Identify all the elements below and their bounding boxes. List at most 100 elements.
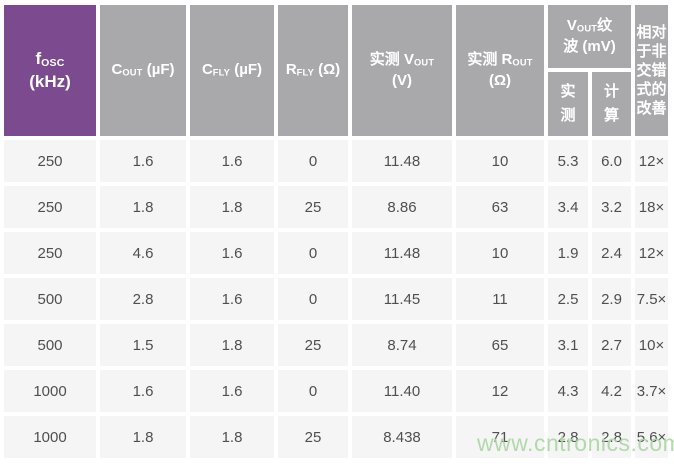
table-row: 500 2.8 1.6 0 11.45 11 2.5 2.9 7.5×: [4, 278, 669, 320]
table-cell: 3.2: [592, 186, 632, 228]
fosc-symbol: fOSC: [4, 48, 96, 71]
table-cell: 1.8: [100, 416, 186, 458]
table-cell: 10: [456, 232, 544, 274]
rout-measured-text: 实测 R: [467, 51, 513, 69]
table-cell: 7.5×: [635, 278, 669, 320]
rout-measured-label: 实测 ROUT: [456, 50, 544, 70]
table-cell: 11.40: [352, 370, 452, 412]
rout-measured-unit: (Ω): [488, 71, 512, 89]
table-cell: 25: [278, 186, 348, 228]
table-cell: 65: [456, 324, 544, 366]
table-cell: 1.6: [190, 370, 274, 412]
table-cell: 8.74: [352, 324, 452, 366]
col-header-cout: COUT (µF): [100, 5, 186, 136]
vout-ripple-text: 纹: [597, 17, 613, 35]
col-header-fosc: fOSC (kHz): [4, 5, 96, 136]
col-header-vout-ripple: VOUT纹 波 (mV): [548, 5, 632, 68]
cout-unit: (µF): [142, 61, 175, 79]
table-cell: 25: [278, 324, 348, 366]
table-cell: 4.2: [592, 370, 632, 412]
table-cell: 12×: [635, 140, 669, 182]
table-cell: 5.3: [548, 140, 588, 182]
table-cell: 1.9: [548, 232, 588, 274]
rout-measured-subscript: OUT: [512, 57, 533, 68]
table-cell: 2.4: [592, 232, 632, 274]
table-cell: 5.6×: [635, 416, 669, 458]
table-cell: 0: [278, 370, 348, 412]
rfly-unit: (Ω): [313, 61, 341, 79]
table-cell: 8.438: [352, 416, 452, 458]
table-cell: 1.6: [100, 370, 186, 412]
table-cell: 2.8: [592, 416, 632, 458]
table-cell: 4.3: [548, 370, 588, 412]
table-cell: 11.48: [352, 140, 452, 182]
table-cell: 25: [278, 416, 348, 458]
col-header-ripple-calculated: 计 算: [592, 72, 632, 136]
cfly-subscript: FLY: [212, 68, 231, 79]
table-cell: 12×: [635, 232, 669, 274]
vout-ripple-line2: 波 (mV): [563, 37, 616, 55]
cout-letter: C: [111, 61, 123, 79]
table-cell: 11.45: [352, 278, 452, 320]
table-cell: 2.8: [548, 416, 588, 458]
vout-ripple-subscript: OUT: [576, 23, 598, 34]
table-cell: 18×: [635, 186, 669, 228]
table-row: 500 1.5 1.8 25 8.74 65 3.1 2.7 10×: [4, 324, 669, 366]
table-cell: 11.48: [352, 232, 452, 274]
table-cell: 3.1: [548, 324, 588, 366]
col-header-vout-measured: 实测 VOUT (V): [352, 5, 452, 136]
table-cell: 4.6: [100, 232, 186, 274]
rfly-subscript: FLY: [296, 68, 314, 79]
vout-measured-label: 实测 VOUT: [352, 50, 452, 70]
col-header-rout-measured: 实测 ROUT (Ω): [456, 5, 544, 136]
table-cell: 0: [278, 278, 348, 320]
table-cell: 250: [4, 232, 96, 274]
cout-subscript: OUT: [122, 68, 143, 79]
cfly-unit: (µF): [230, 61, 263, 79]
table-cell: 250: [4, 186, 96, 228]
table-cell: 1.8: [190, 186, 274, 228]
table-cell: 1.6: [100, 140, 186, 182]
table-cell: 3.7×: [635, 370, 669, 412]
table-cell: 10: [456, 140, 544, 182]
rfly-letter: R: [285, 61, 297, 79]
table-cell: 1.6: [190, 232, 274, 274]
table-row: 250 1.6 1.6 0 11.48 10 5.3 6.0 12×: [4, 140, 669, 182]
table-cell: 1.6: [190, 278, 274, 320]
table-cell: 3.4: [548, 186, 588, 228]
table-cell: 1.5: [100, 324, 186, 366]
table-cell: 63: [456, 186, 544, 228]
vout-measured-subscript: OUT: [413, 57, 435, 68]
table-cell: 0: [278, 140, 348, 182]
table-cell: 1.8: [190, 324, 274, 366]
col-header-ripple-measured: 实 测: [548, 72, 588, 136]
table-cell: 11: [456, 278, 544, 320]
table-cell: 500: [4, 278, 96, 320]
table-row: 1000 1.6 1.6 0 11.40 12 4.3 4.2 3.7×: [4, 370, 669, 412]
table-cell: 2.7: [592, 324, 632, 366]
vout-ripple-letter: V: [566, 17, 577, 35]
table-cell: 500: [4, 324, 96, 366]
table-cell: 10×: [635, 324, 669, 366]
table-cell: 2.9: [592, 278, 632, 320]
table-cell: 0: [278, 232, 348, 274]
table-cell: 1.8: [100, 186, 186, 228]
fosc-letter: f: [35, 49, 42, 69]
table-cell: 1.6: [190, 140, 274, 182]
table-cell: 71: [456, 416, 544, 458]
table-cell: 8.86: [352, 186, 452, 228]
table-cell: 1000: [4, 370, 96, 412]
vout-ripple-line1: VOUT纹: [548, 16, 631, 36]
table-row: 1000 1.8 1.8 25 8.438 71 2.8 2.8 5.6×: [4, 416, 669, 458]
table-cell: 2.5: [548, 278, 588, 320]
table-cell: 12: [456, 370, 544, 412]
table-row: 250 4.6 1.6 0 11.48 10 1.9 2.4 12×: [4, 232, 669, 274]
vout-measured-text: 实测 V: [369, 51, 414, 69]
vout-measured-unit: (V): [392, 71, 412, 89]
cfly-letter: C: [201, 61, 213, 79]
table-cell: 1000: [4, 416, 96, 458]
table-cell: 250: [4, 140, 96, 182]
table-cell: 1.8: [190, 416, 274, 458]
